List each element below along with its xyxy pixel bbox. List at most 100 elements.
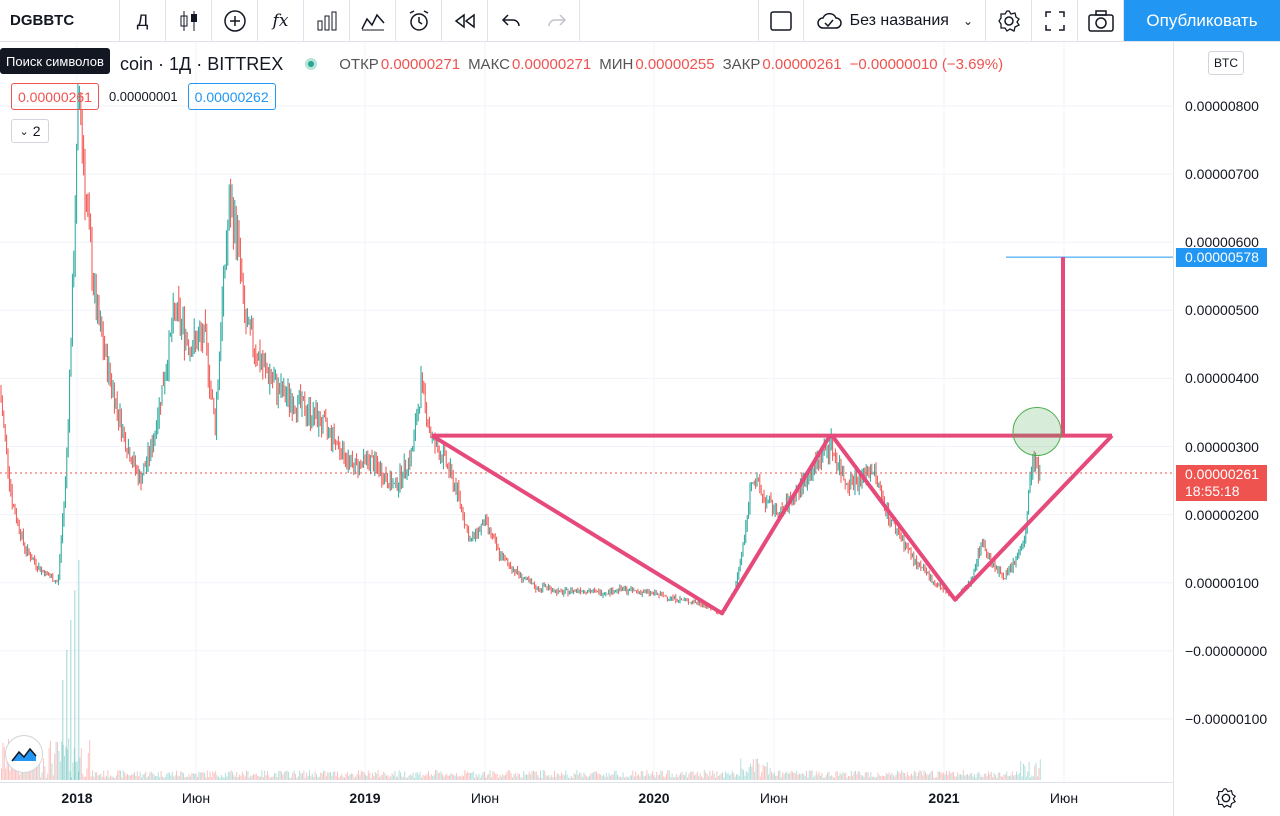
fullscreen-icon[interactable] [1032, 0, 1078, 41]
volume-bar [317, 777, 319, 780]
volume-bar [78, 771, 79, 780]
gear-icon[interactable] [1215, 787, 1237, 815]
volume-bar [587, 777, 589, 780]
bar-chart-icon[interactable] [304, 0, 350, 41]
volume-bar [369, 772, 371, 780]
volume-bar [428, 770, 429, 780]
volume-bar [885, 773, 887, 780]
layout-selector[interactable]: Без названия ⌄ [804, 0, 986, 41]
volume-bar [323, 770, 324, 780]
candles-icon[interactable] [166, 0, 212, 41]
volume-bar [489, 770, 491, 780]
alarm-icon[interactable] [396, 0, 442, 41]
volume-bar [932, 771, 933, 780]
volume-bar [386, 775, 387, 780]
volume-bar [1016, 771, 1017, 780]
interval-button[interactable]: Д [120, 0, 166, 41]
symbol-search[interactable]: DGBBTC [0, 0, 120, 41]
volume-bar [472, 771, 474, 780]
replay-icon[interactable] [442, 0, 488, 41]
price-chart[interactable] [0, 42, 1173, 782]
volume-bar [111, 776, 113, 780]
y-tick: −0.00000000 [1185, 642, 1268, 659]
volume-bar [968, 775, 970, 780]
volume-bar [379, 777, 380, 780]
volume-bar [922, 775, 924, 780]
volume-bar [1017, 774, 1019, 780]
layout-name: Без названия [849, 11, 949, 29]
volume-bar [342, 776, 344, 780]
gear-icon[interactable] [986, 0, 1032, 41]
volume-bar [950, 773, 952, 780]
volume-bar [556, 773, 558, 780]
volume-bar [367, 770, 369, 780]
sell-price-button[interactable]: 0.00000261 [11, 83, 99, 110]
volume-bar [225, 772, 226, 780]
volume-bar [400, 772, 401, 780]
currency-button[interactable]: BTC [1208, 51, 1244, 75]
volume-bar [750, 763, 751, 780]
publish-button[interactable]: Опубликовать [1124, 0, 1280, 41]
square-icon[interactable] [757, 0, 804, 41]
volume-bar [713, 773, 715, 780]
volume-bar [236, 772, 238, 780]
volume-bar [429, 776, 431, 780]
volume-bar [864, 772, 866, 780]
volume-bar [234, 776, 236, 780]
volume-bar [338, 777, 340, 780]
buy-price-button[interactable]: 0.00000262 [187, 83, 276, 110]
volume-bar [1028, 761, 1030, 780]
volume-bar [411, 775, 413, 780]
indicator-count: 2 [32, 123, 41, 139]
plus-circle-icon[interactable] [212, 0, 258, 41]
volume-bar [229, 772, 231, 780]
volume-bar [727, 772, 729, 780]
volume-bar [647, 773, 649, 780]
volume-bar [810, 770, 812, 780]
volume-bar [404, 771, 406, 780]
volume-bar [817, 774, 819, 780]
indicators-collapse-button[interactable]: ⌄ 2 [11, 119, 49, 143]
volume-bar [261, 770, 263, 780]
volume-bar [458, 775, 460, 780]
volume-bar [71, 777, 72, 780]
volume-bar [513, 774, 515, 780]
volume-bar [258, 776, 260, 780]
volume-bar [999, 772, 1001, 780]
low-label: МИН [599, 55, 634, 73]
volume-bar [155, 776, 156, 780]
redo-icon[interactable] [534, 0, 580, 41]
template-icon[interactable] [350, 0, 396, 41]
volume-bar [915, 772, 917, 780]
volume-bar [537, 774, 539, 780]
volume-bar [775, 775, 777, 780]
volume-bar [957, 772, 959, 780]
volume-bar [737, 774, 739, 780]
tradingview-logo-icon[interactable] [5, 735, 43, 773]
volume-bar [685, 771, 687, 780]
volume-bar [923, 770, 925, 780]
volume-bar [107, 770, 109, 780]
volume-bar [310, 776, 312, 780]
volume-bar [384, 773, 386, 780]
volume-bar [131, 774, 133, 780]
x-tick-2020: 2020 [638, 790, 670, 806]
volume-bar [745, 771, 747, 780]
volume-bar [594, 771, 596, 780]
volume-bar [615, 770, 617, 780]
camera-icon[interactable] [1078, 0, 1124, 41]
volume-bar [484, 771, 485, 780]
volume-bar [996, 777, 998, 780]
volume-bar [104, 777, 106, 780]
undo-icon[interactable] [488, 0, 534, 41]
volume-bar [558, 774, 560, 780]
volume-bar [878, 775, 880, 780]
volume-bar [580, 773, 582, 780]
volume-bar [554, 770, 555, 780]
function-icon[interactable]: 𝑓x [258, 0, 304, 41]
volume-bar [442, 774, 443, 780]
volume-bar [584, 774, 586, 780]
volume-bar [304, 777, 306, 780]
volume-bar [827, 772, 828, 780]
volume-bar [958, 774, 960, 780]
